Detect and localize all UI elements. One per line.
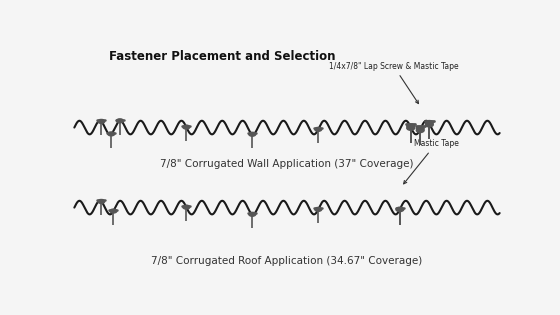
Circle shape	[249, 132, 256, 136]
Circle shape	[426, 123, 433, 127]
Circle shape	[396, 207, 404, 212]
Circle shape	[183, 125, 190, 129]
Circle shape	[116, 119, 123, 123]
Circle shape	[110, 209, 117, 213]
Text: 1/4x7/8" Lap Screw & Mastic Tape: 1/4x7/8" Lap Screw & Mastic Tape	[329, 61, 459, 104]
Circle shape	[416, 128, 424, 133]
Circle shape	[249, 212, 256, 216]
Text: Fastener Placement and Selection: Fastener Placement and Selection	[109, 50, 335, 63]
Circle shape	[426, 121, 433, 125]
Circle shape	[98, 119, 105, 123]
Circle shape	[416, 126, 424, 130]
Text: 7/8" Corrugated Roof Application (34.67" Coverage): 7/8" Corrugated Roof Application (34.67"…	[151, 256, 423, 266]
Circle shape	[407, 124, 414, 128]
Circle shape	[407, 126, 414, 130]
Circle shape	[108, 132, 115, 136]
Text: Mastic Tape: Mastic Tape	[404, 139, 459, 184]
Circle shape	[315, 208, 321, 211]
Circle shape	[98, 199, 105, 203]
Circle shape	[315, 127, 321, 131]
Text: 7/8" Corrugated Wall Application (37" Coverage): 7/8" Corrugated Wall Application (37" Co…	[160, 159, 414, 169]
Circle shape	[183, 205, 190, 209]
